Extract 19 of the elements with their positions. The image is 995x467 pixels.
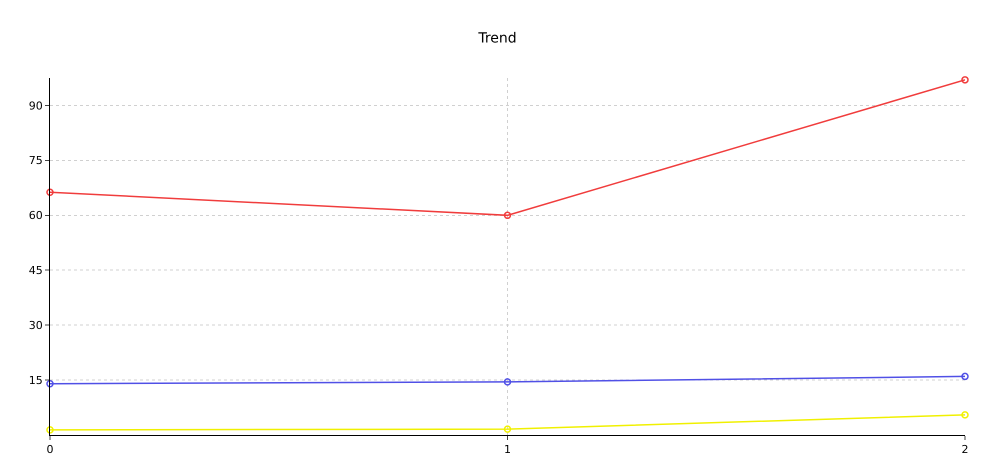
point xyxy=(504,425,512,433)
point xyxy=(961,411,969,419)
y-tick-label: 75 xyxy=(28,154,43,168)
y-tick-label: 45 xyxy=(28,264,43,278)
point xyxy=(46,426,54,434)
point xyxy=(504,378,512,386)
point xyxy=(46,188,54,196)
point xyxy=(46,380,54,388)
y-tick-label: 60 xyxy=(28,209,43,222)
x-tick-label: 0 xyxy=(46,443,54,456)
y-tick-label: 90 xyxy=(28,99,43,112)
point xyxy=(961,76,969,84)
x-tick-label: 2 xyxy=(962,443,968,456)
x-tick-label: 1 xyxy=(504,443,511,456)
chart-title: Trend xyxy=(477,30,517,46)
y-tick-label: 30 xyxy=(28,319,43,332)
point xyxy=(504,212,512,220)
y-tick-label: 15 xyxy=(28,374,43,387)
point xyxy=(961,372,969,380)
